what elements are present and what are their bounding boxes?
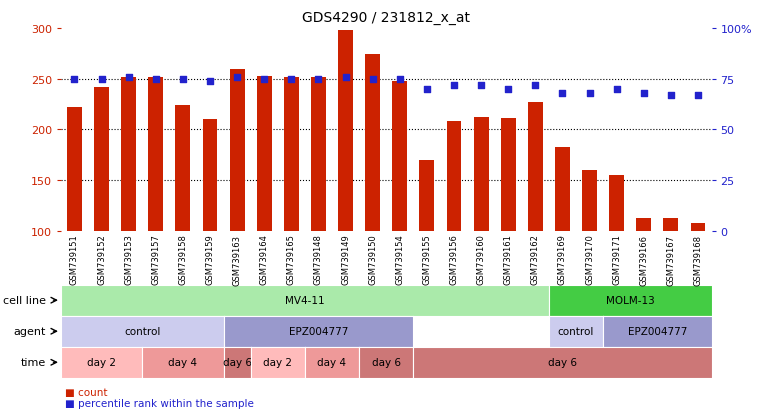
Text: GSM739149: GSM739149 bbox=[341, 234, 350, 285]
Bar bbox=[610, 176, 624, 231]
Bar bbox=[447, 122, 461, 231]
Text: control: control bbox=[124, 326, 161, 337]
Point bbox=[231, 74, 244, 81]
Text: GSM739151: GSM739151 bbox=[70, 234, 79, 285]
Text: ■ percentile rank within the sample: ■ percentile rank within the sample bbox=[65, 398, 253, 408]
Point bbox=[692, 93, 704, 99]
Text: GDS4290 / 231812_x_at: GDS4290 / 231812_x_at bbox=[302, 11, 470, 25]
Text: GSM739158: GSM739158 bbox=[178, 234, 187, 285]
Bar bbox=[636, 218, 651, 231]
Text: GSM739169: GSM739169 bbox=[558, 234, 567, 285]
Text: time: time bbox=[21, 357, 46, 368]
Point bbox=[610, 86, 622, 93]
Text: EPZ004777: EPZ004777 bbox=[288, 326, 348, 337]
Text: GSM739153: GSM739153 bbox=[124, 234, 133, 285]
Text: GSM739160: GSM739160 bbox=[476, 234, 486, 285]
Text: GSM739166: GSM739166 bbox=[639, 234, 648, 285]
Text: MV4-11: MV4-11 bbox=[285, 295, 325, 306]
Text: GSM739170: GSM739170 bbox=[585, 234, 594, 285]
Bar bbox=[311, 78, 326, 231]
Point bbox=[556, 90, 568, 97]
Point bbox=[475, 82, 487, 89]
Point bbox=[584, 90, 596, 97]
Text: day 4: day 4 bbox=[168, 357, 197, 368]
Text: GSM739154: GSM739154 bbox=[395, 234, 404, 285]
Bar bbox=[528, 103, 543, 231]
Bar bbox=[419, 160, 435, 231]
Text: EPZ004777: EPZ004777 bbox=[628, 326, 687, 337]
Point bbox=[638, 90, 650, 97]
Bar bbox=[365, 55, 380, 231]
Point bbox=[448, 82, 460, 89]
Bar bbox=[664, 218, 678, 231]
Text: GSM739150: GSM739150 bbox=[368, 234, 377, 285]
Text: GSM739165: GSM739165 bbox=[287, 234, 296, 285]
Text: GSM739164: GSM739164 bbox=[260, 234, 269, 285]
Text: cell line: cell line bbox=[2, 295, 46, 306]
Point bbox=[421, 86, 433, 93]
Bar bbox=[230, 69, 244, 231]
Point bbox=[502, 86, 514, 93]
Text: day 2: day 2 bbox=[87, 357, 116, 368]
Text: GSM739163: GSM739163 bbox=[233, 234, 241, 285]
Text: GSM739155: GSM739155 bbox=[422, 234, 431, 285]
Text: GSM739157: GSM739157 bbox=[151, 234, 161, 285]
Bar bbox=[176, 106, 190, 231]
Point bbox=[312, 76, 324, 83]
Point bbox=[95, 76, 107, 83]
Bar bbox=[256, 76, 272, 231]
Bar bbox=[202, 120, 218, 231]
Bar bbox=[148, 78, 163, 231]
Text: day 4: day 4 bbox=[317, 357, 346, 368]
Text: GSM739152: GSM739152 bbox=[97, 234, 106, 285]
Text: agent: agent bbox=[13, 326, 46, 337]
Point bbox=[529, 82, 541, 89]
Bar bbox=[67, 108, 82, 231]
Text: GSM739159: GSM739159 bbox=[205, 234, 215, 285]
Point bbox=[68, 76, 81, 83]
Text: GSM739156: GSM739156 bbox=[450, 234, 458, 285]
Text: GSM739171: GSM739171 bbox=[612, 234, 621, 285]
Point bbox=[123, 74, 135, 81]
Bar bbox=[121, 78, 136, 231]
Text: day 6: day 6 bbox=[371, 357, 401, 368]
Bar bbox=[284, 78, 299, 231]
Bar bbox=[582, 171, 597, 231]
Point bbox=[367, 76, 379, 83]
Point bbox=[393, 76, 406, 83]
Point bbox=[285, 76, 298, 83]
Text: ■ count: ■ count bbox=[65, 387, 107, 397]
Bar bbox=[501, 119, 516, 231]
Bar bbox=[393, 81, 407, 231]
Point bbox=[258, 76, 270, 83]
Text: GSM739161: GSM739161 bbox=[504, 234, 513, 285]
Point bbox=[150, 76, 162, 83]
Bar bbox=[473, 118, 489, 231]
Point bbox=[339, 74, 352, 81]
Point bbox=[204, 78, 216, 85]
Text: GSM739168: GSM739168 bbox=[693, 234, 702, 285]
Bar bbox=[690, 223, 705, 231]
Text: GSM739167: GSM739167 bbox=[667, 234, 675, 285]
Text: control: control bbox=[558, 326, 594, 337]
Text: GSM739148: GSM739148 bbox=[314, 234, 323, 285]
Bar bbox=[555, 147, 570, 231]
Text: GSM739162: GSM739162 bbox=[531, 234, 540, 285]
Bar bbox=[94, 88, 109, 231]
Text: day 6: day 6 bbox=[223, 357, 252, 368]
Text: day 2: day 2 bbox=[263, 357, 292, 368]
Bar bbox=[338, 31, 353, 231]
Point bbox=[177, 76, 189, 83]
Text: day 6: day 6 bbox=[548, 357, 577, 368]
Text: MOLM-13: MOLM-13 bbox=[606, 295, 654, 306]
Point bbox=[665, 93, 677, 99]
